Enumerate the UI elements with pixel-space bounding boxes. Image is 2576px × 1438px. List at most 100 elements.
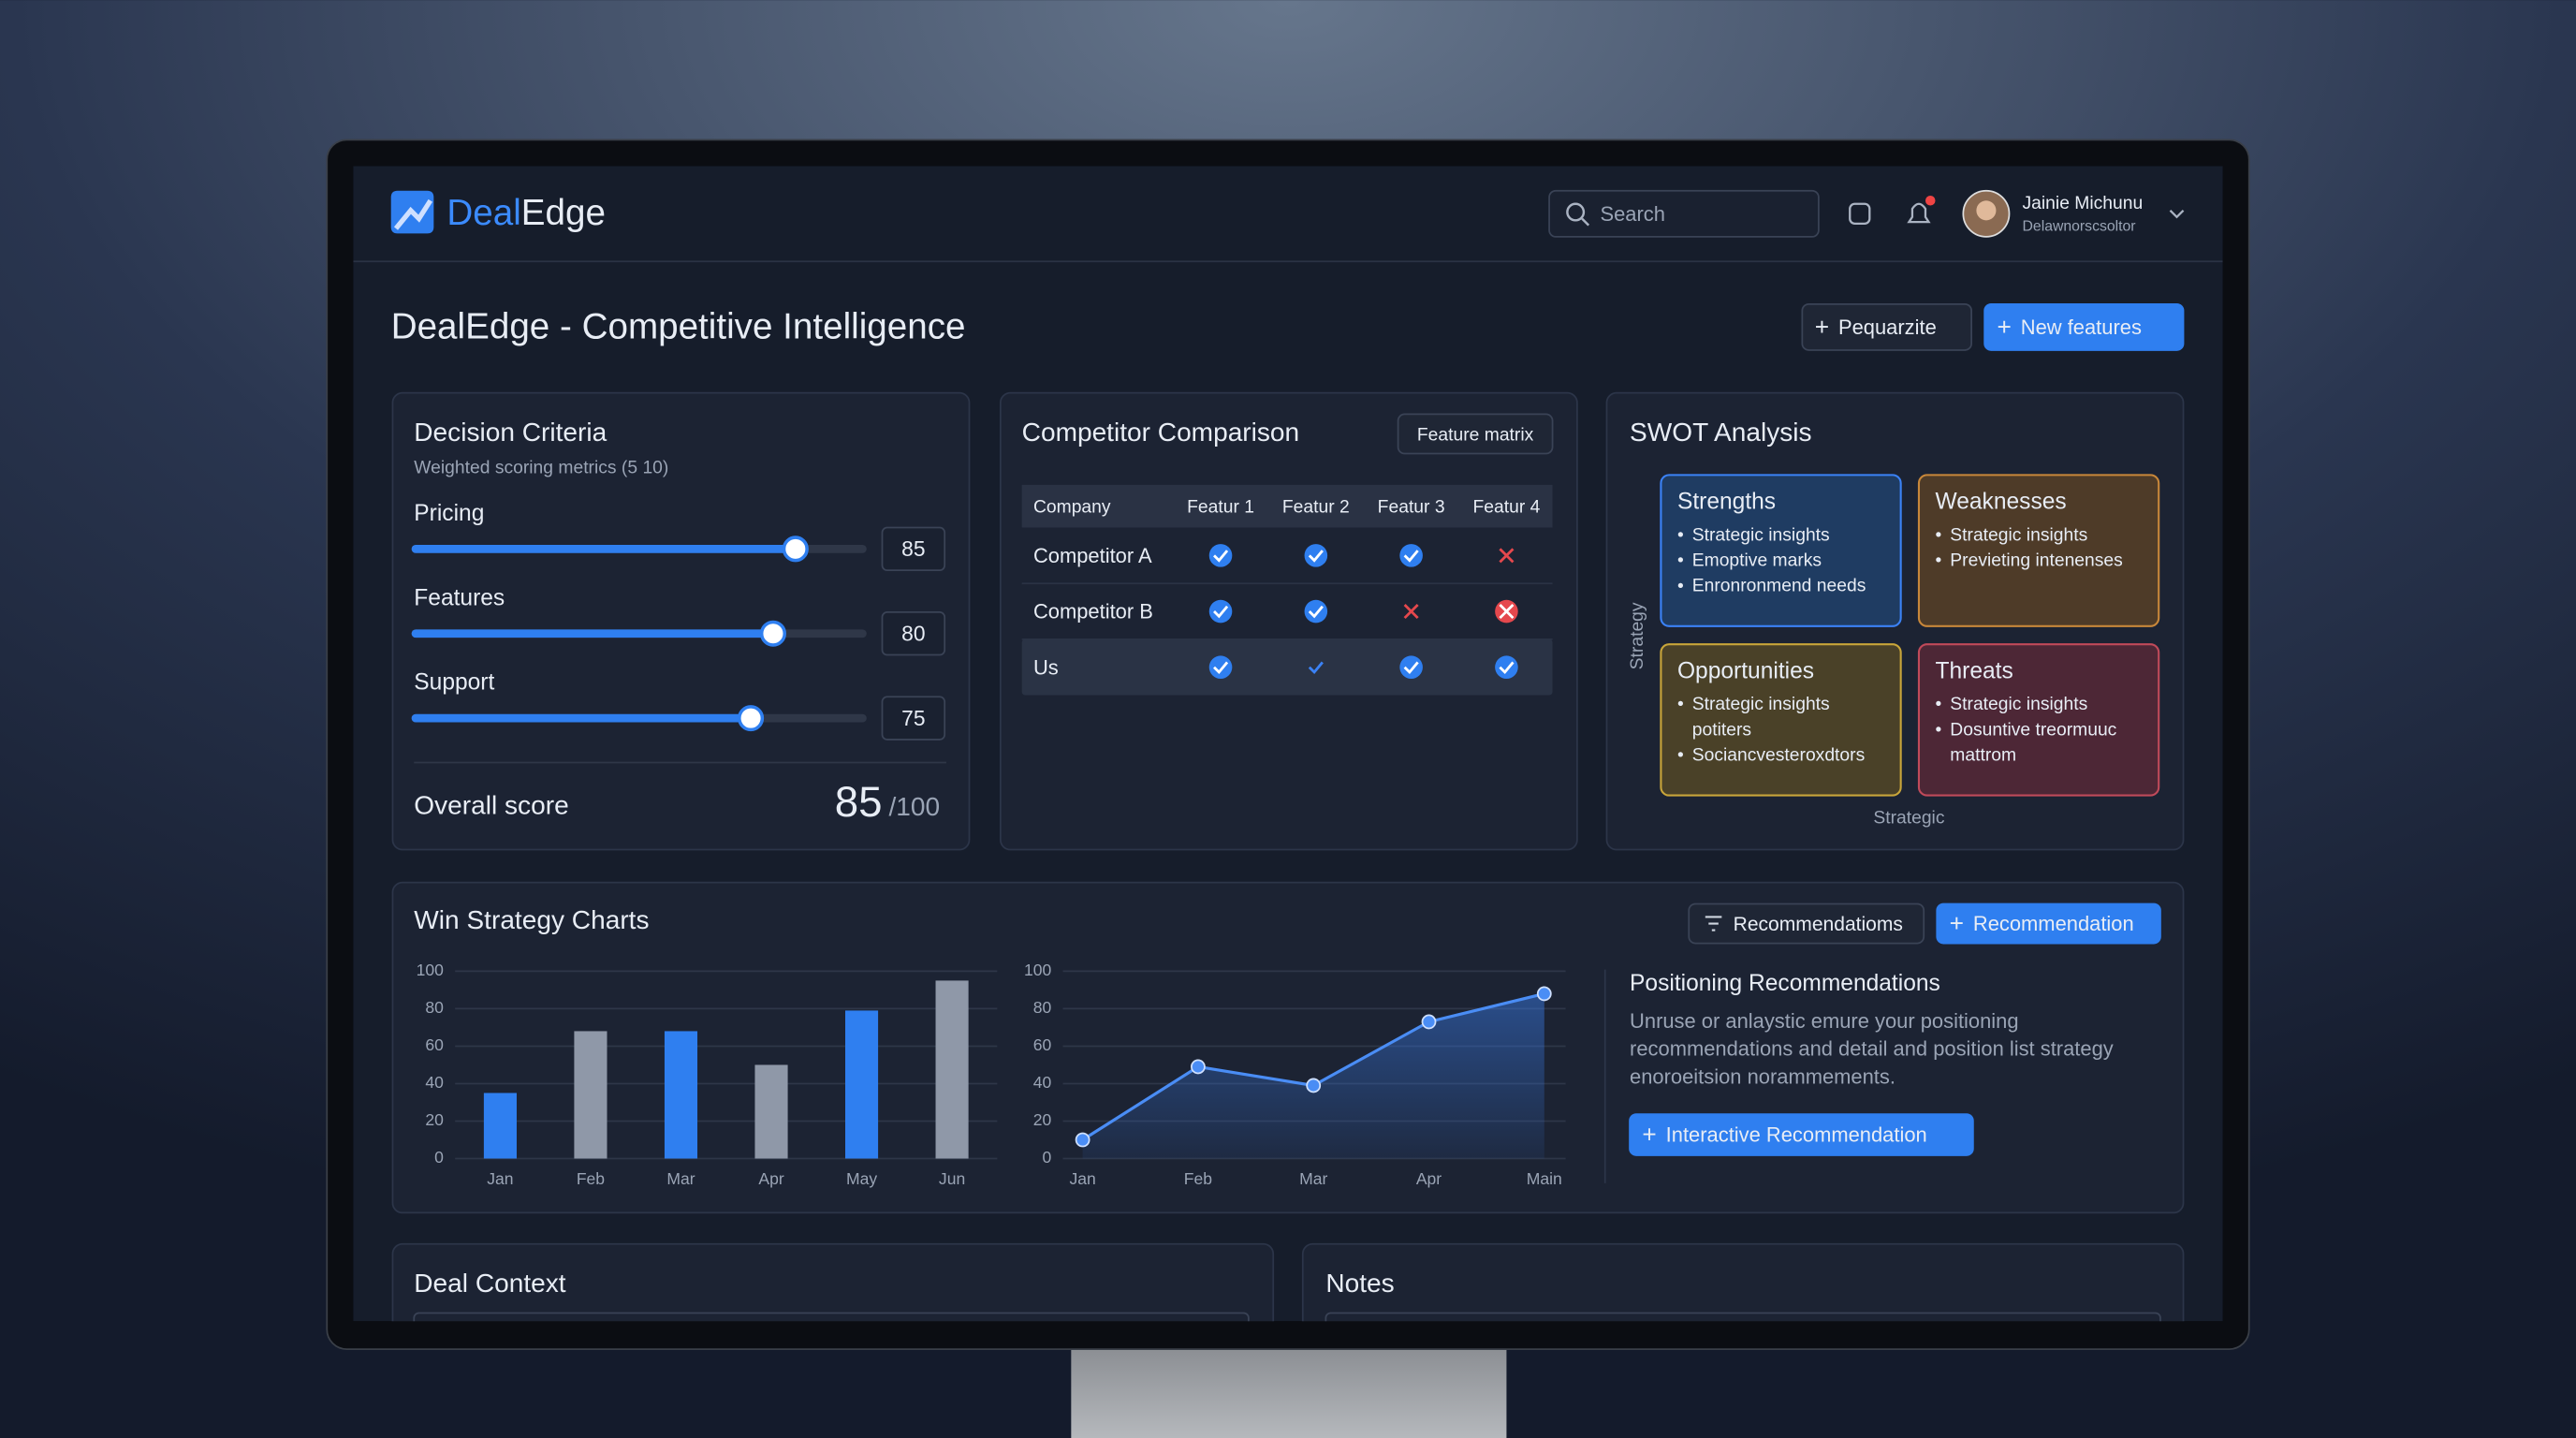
swot-quadrant <box>1917 643 2160 797</box>
slider-knob[interactable] <box>782 536 809 563</box>
user-role: Delawnorscsoltor <box>2023 219 2136 235</box>
card-title: Deal Context <box>414 1269 566 1298</box>
criterion-label: Pricing <box>414 501 484 526</box>
bar <box>754 1064 788 1159</box>
bar <box>845 1010 879 1159</box>
avatar-face <box>1976 200 1997 221</box>
y-tick-label: 60 <box>1033 1035 1052 1054</box>
x-tick-label: Feb <box>577 1169 605 1188</box>
filter-label[interactable]: Recommendatioms <box>1734 914 1903 935</box>
bullet: • <box>1936 720 1942 740</box>
company-name: Us <box>1033 655 1059 679</box>
x-tick-label: Apr <box>1416 1169 1442 1188</box>
quadrant-item: Strategic insights <box>1950 695 2087 714</box>
y-tick-label: 100 <box>417 961 445 979</box>
quadrant-item: Sociancvesteroxdtors <box>1692 746 1865 766</box>
apps-icon[interactable] <box>1849 202 1871 225</box>
criterion-value: 85 <box>901 536 925 561</box>
bullet: • <box>1677 551 1684 571</box>
x-tick-label: Mar <box>1299 1169 1327 1188</box>
secondary-button[interactable] <box>1801 302 1972 351</box>
y-tick-label: 100 <box>1024 961 1052 979</box>
bar <box>574 1031 607 1159</box>
bullet: • <box>1677 746 1684 766</box>
search-box[interactable] <box>1548 189 1820 238</box>
secondary-button-label[interactable]: Pequarzite <box>1838 315 1937 339</box>
cross-mark <box>1499 604 1515 620</box>
swot-quadrant <box>1660 643 1902 797</box>
slider-knob[interactable] <box>738 705 765 732</box>
check-icon <box>1495 655 1518 679</box>
y-tick-label: 0 <box>434 1148 444 1167</box>
positioning-title: Positioning Recommendations <box>1630 971 1940 996</box>
recommendation-button[interactable] <box>1936 902 2161 945</box>
x-tick-label: Jan <box>487 1169 513 1188</box>
primary-button-label[interactable]: New features <box>2021 315 2142 339</box>
point <box>1536 986 1552 1002</box>
check-mark <box>1213 661 1229 675</box>
x-tick-label: Apr <box>758 1169 783 1188</box>
check-mark <box>1213 605 1229 619</box>
filter-button[interactable] <box>1688 902 1925 945</box>
filter-icon <box>1705 916 1722 932</box>
interactive-button-label[interactable]: Interactive Recommendation <box>1666 1123 1927 1147</box>
value-box <box>881 611 946 656</box>
check-mark <box>1308 661 1324 675</box>
logo: DealEdge <box>446 193 606 233</box>
column-header: Featur 4 <box>1472 498 1540 518</box>
y-tick-label: 80 <box>425 998 444 1017</box>
x-tick-label: May <box>846 1169 877 1188</box>
highlight-row <box>1021 638 1553 696</box>
swot-y-label: Strategy <box>1628 602 1647 669</box>
feature-matrix-button[interactable] <box>1397 413 1554 455</box>
bar <box>935 980 969 1159</box>
quadrant-title: Weaknesses <box>1936 490 2067 515</box>
card-subtitle: Weighted scoring metrics (5 10) <box>414 458 668 477</box>
card-title: Competitor Comparison <box>1022 418 1300 447</box>
bullet: • <box>1677 525 1684 545</box>
chevron[interactable] <box>2169 209 2185 219</box>
check-icon <box>1304 599 1328 624</box>
bar <box>483 1093 517 1159</box>
table-header <box>1021 484 1553 528</box>
primary-button[interactable] <box>1983 302 2185 351</box>
deal-context-card <box>391 1242 1275 1322</box>
quadrant-item: Strategic insights <box>1950 525 2087 545</box>
y-tick-label: 40 <box>425 1073 444 1092</box>
search-placeholder[interactable]: Search <box>1600 202 1664 226</box>
criterion-label: Features <box>414 585 505 610</box>
point <box>1421 1014 1437 1030</box>
check-mark <box>1213 550 1229 563</box>
recommendation-button-label[interactable]: Recommendation <box>1973 912 2134 935</box>
column-header: Featur 1 <box>1187 498 1254 518</box>
slider-knob[interactable] <box>759 620 786 647</box>
cross-mark <box>1403 604 1419 620</box>
value-box <box>881 696 946 741</box>
quadrant-item: Dosuntive treormuuc mattrom <box>1950 720 2121 765</box>
x-tick-label: Main <box>1527 1169 1562 1188</box>
interactive-button[interactable] <box>1629 1113 1974 1156</box>
plus-icon: + <box>1998 313 2012 341</box>
screen: DealEdge Search Jainie Michunu Delawnorscso… <box>353 166 2223 1322</box>
x-tick-label: Feb <box>1184 1169 1212 1188</box>
y-tick-label: 0 <box>1042 1148 1051 1167</box>
x-tick-label: Jun <box>939 1169 965 1188</box>
notification-dot <box>1925 196 1936 206</box>
logo-part: Deal <box>446 193 520 233</box>
overall-max: /100 <box>889 792 941 821</box>
decision-card <box>391 391 971 851</box>
notes-card <box>1301 1242 2185 1322</box>
point <box>1075 1132 1090 1148</box>
y-tick-label: 20 <box>1033 1110 1052 1129</box>
swot-quadrant <box>1660 474 1902 627</box>
quadrant-item: Previeting intenenses <box>1950 551 2123 571</box>
bullet: • <box>1936 695 1942 714</box>
bell-icon[interactable] <box>1907 202 1931 224</box>
overall-value: 85 <box>835 778 883 826</box>
card-title: Notes <box>1325 1269 1394 1298</box>
feature-matrix-label[interactable]: Feature matrix <box>1417 425 1534 445</box>
overall-label: Overall score <box>414 790 568 819</box>
check-mark <box>1499 661 1515 675</box>
